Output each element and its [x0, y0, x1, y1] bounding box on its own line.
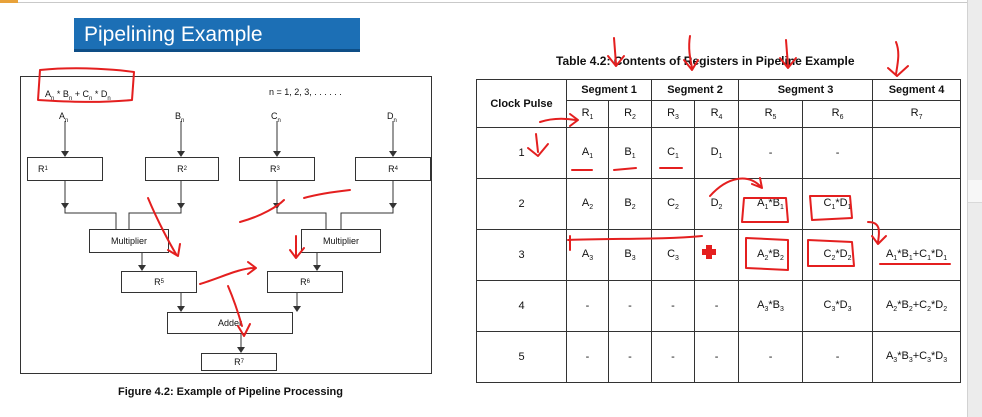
table-row: 4- - - - A3*B3 C3*D3 A2*B2+C2*D2	[476, 280, 962, 332]
top-tab-marker	[0, 0, 18, 3]
table-body: 1 A1 B1 C1 D1- -2 A2 B2 C2 D2 A1*B1 C1*D1 3 A3 B3 C3 A2*…	[476, 127, 962, 383]
register-header-r3: R3	[651, 100, 696, 128]
register-header-r7: R7	[872, 100, 962, 128]
formula-label: An * Bn + Cn * Dn	[45, 89, 111, 102]
register-value-cell	[872, 127, 962, 179]
register-value-cell: A2*B2	[738, 229, 804, 281]
register-value-cell: -	[607, 331, 653, 383]
scroll-thumb[interactable]	[968, 180, 982, 203]
register-value-cell: -	[651, 280, 696, 332]
register-value-cell: -	[651, 331, 696, 383]
clock-pulse-cell: 5	[476, 331, 567, 383]
register-value-cell: -	[566, 280, 609, 332]
register-value-cell: -	[694, 280, 740, 332]
register-value-cell: -	[802, 127, 874, 179]
table-row: 2 A2 B2 C2 D2 A1*B1 C1*D1	[476, 178, 962, 230]
table-row: 5- - - - - - A3*B3+C3*D3	[476, 331, 962, 383]
register-value-cell: C3	[651, 229, 696, 281]
input-d-label: Dn	[387, 111, 397, 124]
register-value-cell: B3	[607, 229, 653, 281]
segment-3-header: Segment 3	[738, 79, 874, 101]
top-rule	[0, 2, 982, 3]
register-value-cell: D2	[694, 178, 740, 230]
adder-box: Adder	[167, 312, 293, 334]
clock-pulse-cell: 3	[476, 229, 567, 281]
table-caption: Table 4.2: Contents of Registers in Pipe…	[556, 54, 855, 68]
clock-pulse-header: Clock Pulse	[476, 79, 567, 128]
register-value-cell: A3*B3	[738, 280, 804, 332]
register-value-cell: A3	[566, 229, 609, 281]
register-value-cell: -	[802, 331, 874, 383]
multiplier-right: Multiplier	[301, 229, 381, 253]
register-value-cell	[872, 178, 962, 230]
register-value-cell: C3*D3	[802, 280, 874, 332]
register-header-r2: R2	[607, 100, 653, 128]
index-range-label: n = 1, 2, 3, . . . . . .	[269, 87, 342, 97]
pipeline-figure: An * Bn + Cn * Dn n = 1, 2, 3, . . . . .…	[20, 76, 432, 374]
figure-caption: Figure 4.2: Example of Pipeline Processi…	[118, 386, 343, 398]
register-value-cell: A2*B2+C2*D2	[872, 280, 962, 332]
register-value-cell: A1*B1+C1*D1	[872, 229, 962, 281]
register-value-cell: A1*B1	[738, 178, 804, 230]
segment-4-header: Segment 4	[872, 79, 962, 101]
segment-2-header: Segment 2	[651, 79, 740, 101]
red-cross-icon	[702, 245, 716, 259]
right-scroll-strip[interactable]	[967, 0, 982, 417]
register-value-cell: B1	[607, 127, 653, 179]
register-value-cell: -	[694, 331, 740, 383]
register-header-r4: R4	[694, 100, 740, 128]
clock-pulse-cell: 4	[476, 280, 567, 332]
register-header-r6: R6	[802, 100, 874, 128]
clock-pulse-cell: 2	[476, 178, 567, 230]
register-value-cell: C1	[651, 127, 696, 179]
register-header-r1: R1	[566, 100, 609, 128]
table-row: 3 A3 B3 C3 A2*B2 C2*D2 A1*B1+C1*D1	[476, 229, 962, 281]
multiplier-left: Multiplier	[89, 229, 169, 253]
register-value-cell: D1	[694, 127, 740, 179]
register-value-cell: C2*D2	[802, 229, 874, 281]
table-row: 1 A1 B1 C1 D1- -	[476, 127, 962, 179]
register-value-cell: B2	[607, 178, 653, 230]
input-a-label: An	[59, 111, 69, 124]
input-b-label: Bn	[175, 111, 185, 124]
register-value-cell: -	[738, 331, 804, 383]
input-c-label: Cn	[271, 111, 281, 124]
segment-1-header: Segment 1	[565, 79, 653, 101]
register-value-cell: -	[566, 331, 609, 383]
register-value-cell: -	[607, 280, 653, 332]
clock-pulse-cell: 1	[476, 127, 567, 179]
register-value-cell: A2	[566, 178, 609, 230]
register-value-cell: C2	[651, 178, 696, 230]
register-value-cell: A1	[566, 127, 609, 179]
register-header-r5: R5	[738, 100, 804, 128]
slide-title: Pipelining Example	[74, 18, 360, 52]
register-contents-table: Clock Pulse Segment 1 Segment 2 Segment …	[476, 79, 962, 383]
register-value-cell: -	[738, 127, 804, 179]
register-value-cell: A3*B3+C3*D3	[872, 331, 962, 383]
register-value-cell: C1*D1	[802, 178, 874, 230]
